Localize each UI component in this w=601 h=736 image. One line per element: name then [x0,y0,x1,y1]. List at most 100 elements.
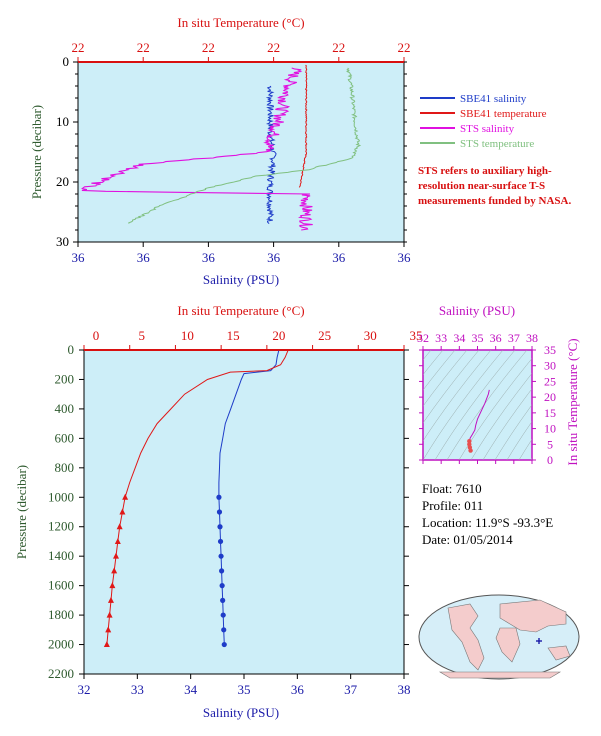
main-pressure-axis-title: Pressure (decibar) [14,465,29,559]
main-sal-tick-label: 32 [78,682,91,697]
ts-y-tick-label: 10 [544,422,556,436]
top-temp-tick-label: 22 [202,40,215,55]
top-salinity-tick-labels: 36 36 36 36 36 36 [72,242,411,265]
top-sal-tick-label: 36 [267,250,281,265]
main-series-group [103,350,289,648]
ts-y-tick-label: 25 [544,374,556,388]
top-sal-tick-label: 36 [332,250,346,265]
top-temp-tick-label: 22 [72,40,85,55]
top-sal-tick-label: 36 [72,250,86,265]
main-temp-tick-label: 30 [364,328,377,343]
salinity-point [220,597,226,603]
main-sal-tick-label: 36 [291,682,305,697]
world-map [418,594,580,680]
ts-x-tick-label: 34 [453,331,465,345]
salinity-point [221,641,227,648]
main-pressure-tick-label: 2200 [48,666,74,681]
ts-contour-line [470,372,532,460]
top-temp-tick-label: 22 [267,40,280,55]
ts-x-tick-label: 38 [526,331,538,345]
ts-contour-line [423,350,492,442]
ts-y-tick-label: 5 [547,437,553,451]
top-series-sbe41-salinity [265,85,277,225]
ts-x-tick-label: 32 [417,331,429,345]
top-legend: SBE41 salinity SBE41 temperature STS salin… [420,93,547,150]
main-temp-tick-label: 10 [181,328,194,343]
ts-density-contours [423,350,532,460]
ts-temperature-axis-title: In situ Temperature (°C) [565,338,580,465]
location: Location: 11.9°S -93.3°E [422,515,554,530]
ts-contour-line [423,350,480,424]
main-temp-tick-label: 20 [272,328,285,343]
ts-y-tick-label: 15 [544,406,556,420]
map-continent-antarctica [438,671,562,679]
main-salinity-tick-labels: 32 33 34 35 36 37 38 [78,674,411,697]
main-pressure-tick-label: 0 [68,342,75,357]
top-temp-tick-labels: 22 22 22 22 22 22 [72,40,411,62]
top-pressure-tick-label: 30 [56,234,69,249]
main-pressure-tick-label: 1200 [48,519,74,534]
top-temp-axis-title: In situ Temperature (°C) [177,15,304,30]
ts-series-group [467,389,490,453]
main-pressure-tick-labels: 0 200 400 600 800 1000 1200 1400 1600 1800 2000 220… [48,342,409,681]
ts-contour-line [458,358,532,460]
ts-contour-line [423,350,444,376]
top-series-sts-temperature [128,67,362,224]
main-sal-tick-label: 33 [131,682,144,697]
main-pressure-tick-label: 600 [55,430,75,445]
legend-label: STS salinity [460,123,515,135]
main-pressure-tick-label: 200 [55,371,75,386]
salinity-point [217,538,224,545]
salinity-point [219,583,225,589]
ts-contour-line [423,350,456,391]
ts-y-tick-label: 20 [544,390,556,404]
top-series-sts-salinity [81,67,313,231]
ts-contour-line [423,350,468,407]
ts-contour-line [434,350,516,460]
main-pressure-tick-label: 1000 [48,489,74,504]
top-pressure-tick-labels: 0 10 20 30 [56,54,407,249]
deep-profile-chart: In situ Temperature (°C) 0 5 10 15 20 25 30 35 … [14,303,423,720]
float-id: Float: 7610 [422,481,482,496]
top-sal-tick-label: 36 [137,250,151,265]
temperature-point [113,552,119,559]
legend-label: SBE41 temperature [460,108,547,120]
main-pressure-tick-label: 2000 [48,637,74,652]
temperature-point [114,537,121,544]
temperature-point [107,596,114,603]
main-sal-tick-label: 34 [184,682,198,697]
main-temp-tick-label: 35 [410,328,423,343]
ts-point [468,448,473,453]
ts-y-tick-label: 30 [544,359,556,373]
temperature-point [122,493,129,500]
temperature-point [106,611,113,618]
main-sal-tick-label: 35 [238,682,251,697]
main-salinity-axis-title: Salinity (PSU) [203,705,279,720]
temperature-point [109,582,116,589]
map-continent-americas [447,603,485,671]
temperature-point [119,508,126,515]
ts-diagram: Salinity (PSU) 32 33 34 35 36 37 38 0 510 15 20 25… [417,303,580,467]
ts-y-tick-label: 35 [544,343,556,357]
main-pressure-tick-label: 800 [55,460,75,475]
ts-contour-line [518,438,532,460]
main-temp-tick-labels: 0 5 10 15 20 25 30 35 [83,328,423,350]
ts-contour-line [506,421,532,460]
ts-salinity-tick-labels: 32 33 34 35 36 37 38 [417,331,538,464]
ts-x-tick-label: 37 [508,331,520,345]
salinity-point [220,612,226,618]
top-pressure-tick-label: 20 [56,174,69,189]
top-temp-tick-label: 22 [332,40,345,55]
top-salinity-axis-title: Salinity (PSU) [203,272,279,287]
salinity-point [221,627,227,633]
salinity-point [219,568,225,574]
sts-note: STS refers to auxiliary high-resolution … [418,165,572,207]
main-temp-axis-title: In situ Temperature (°C) [177,303,304,318]
top-series-sbe41-temperature [298,64,308,188]
ts-point [467,438,472,444]
ts-contour-line [494,404,532,460]
date: Date: 01/05/2014 [422,532,513,547]
main-pressure-tick-label: 1600 [48,578,74,593]
temperature-point [105,626,112,633]
